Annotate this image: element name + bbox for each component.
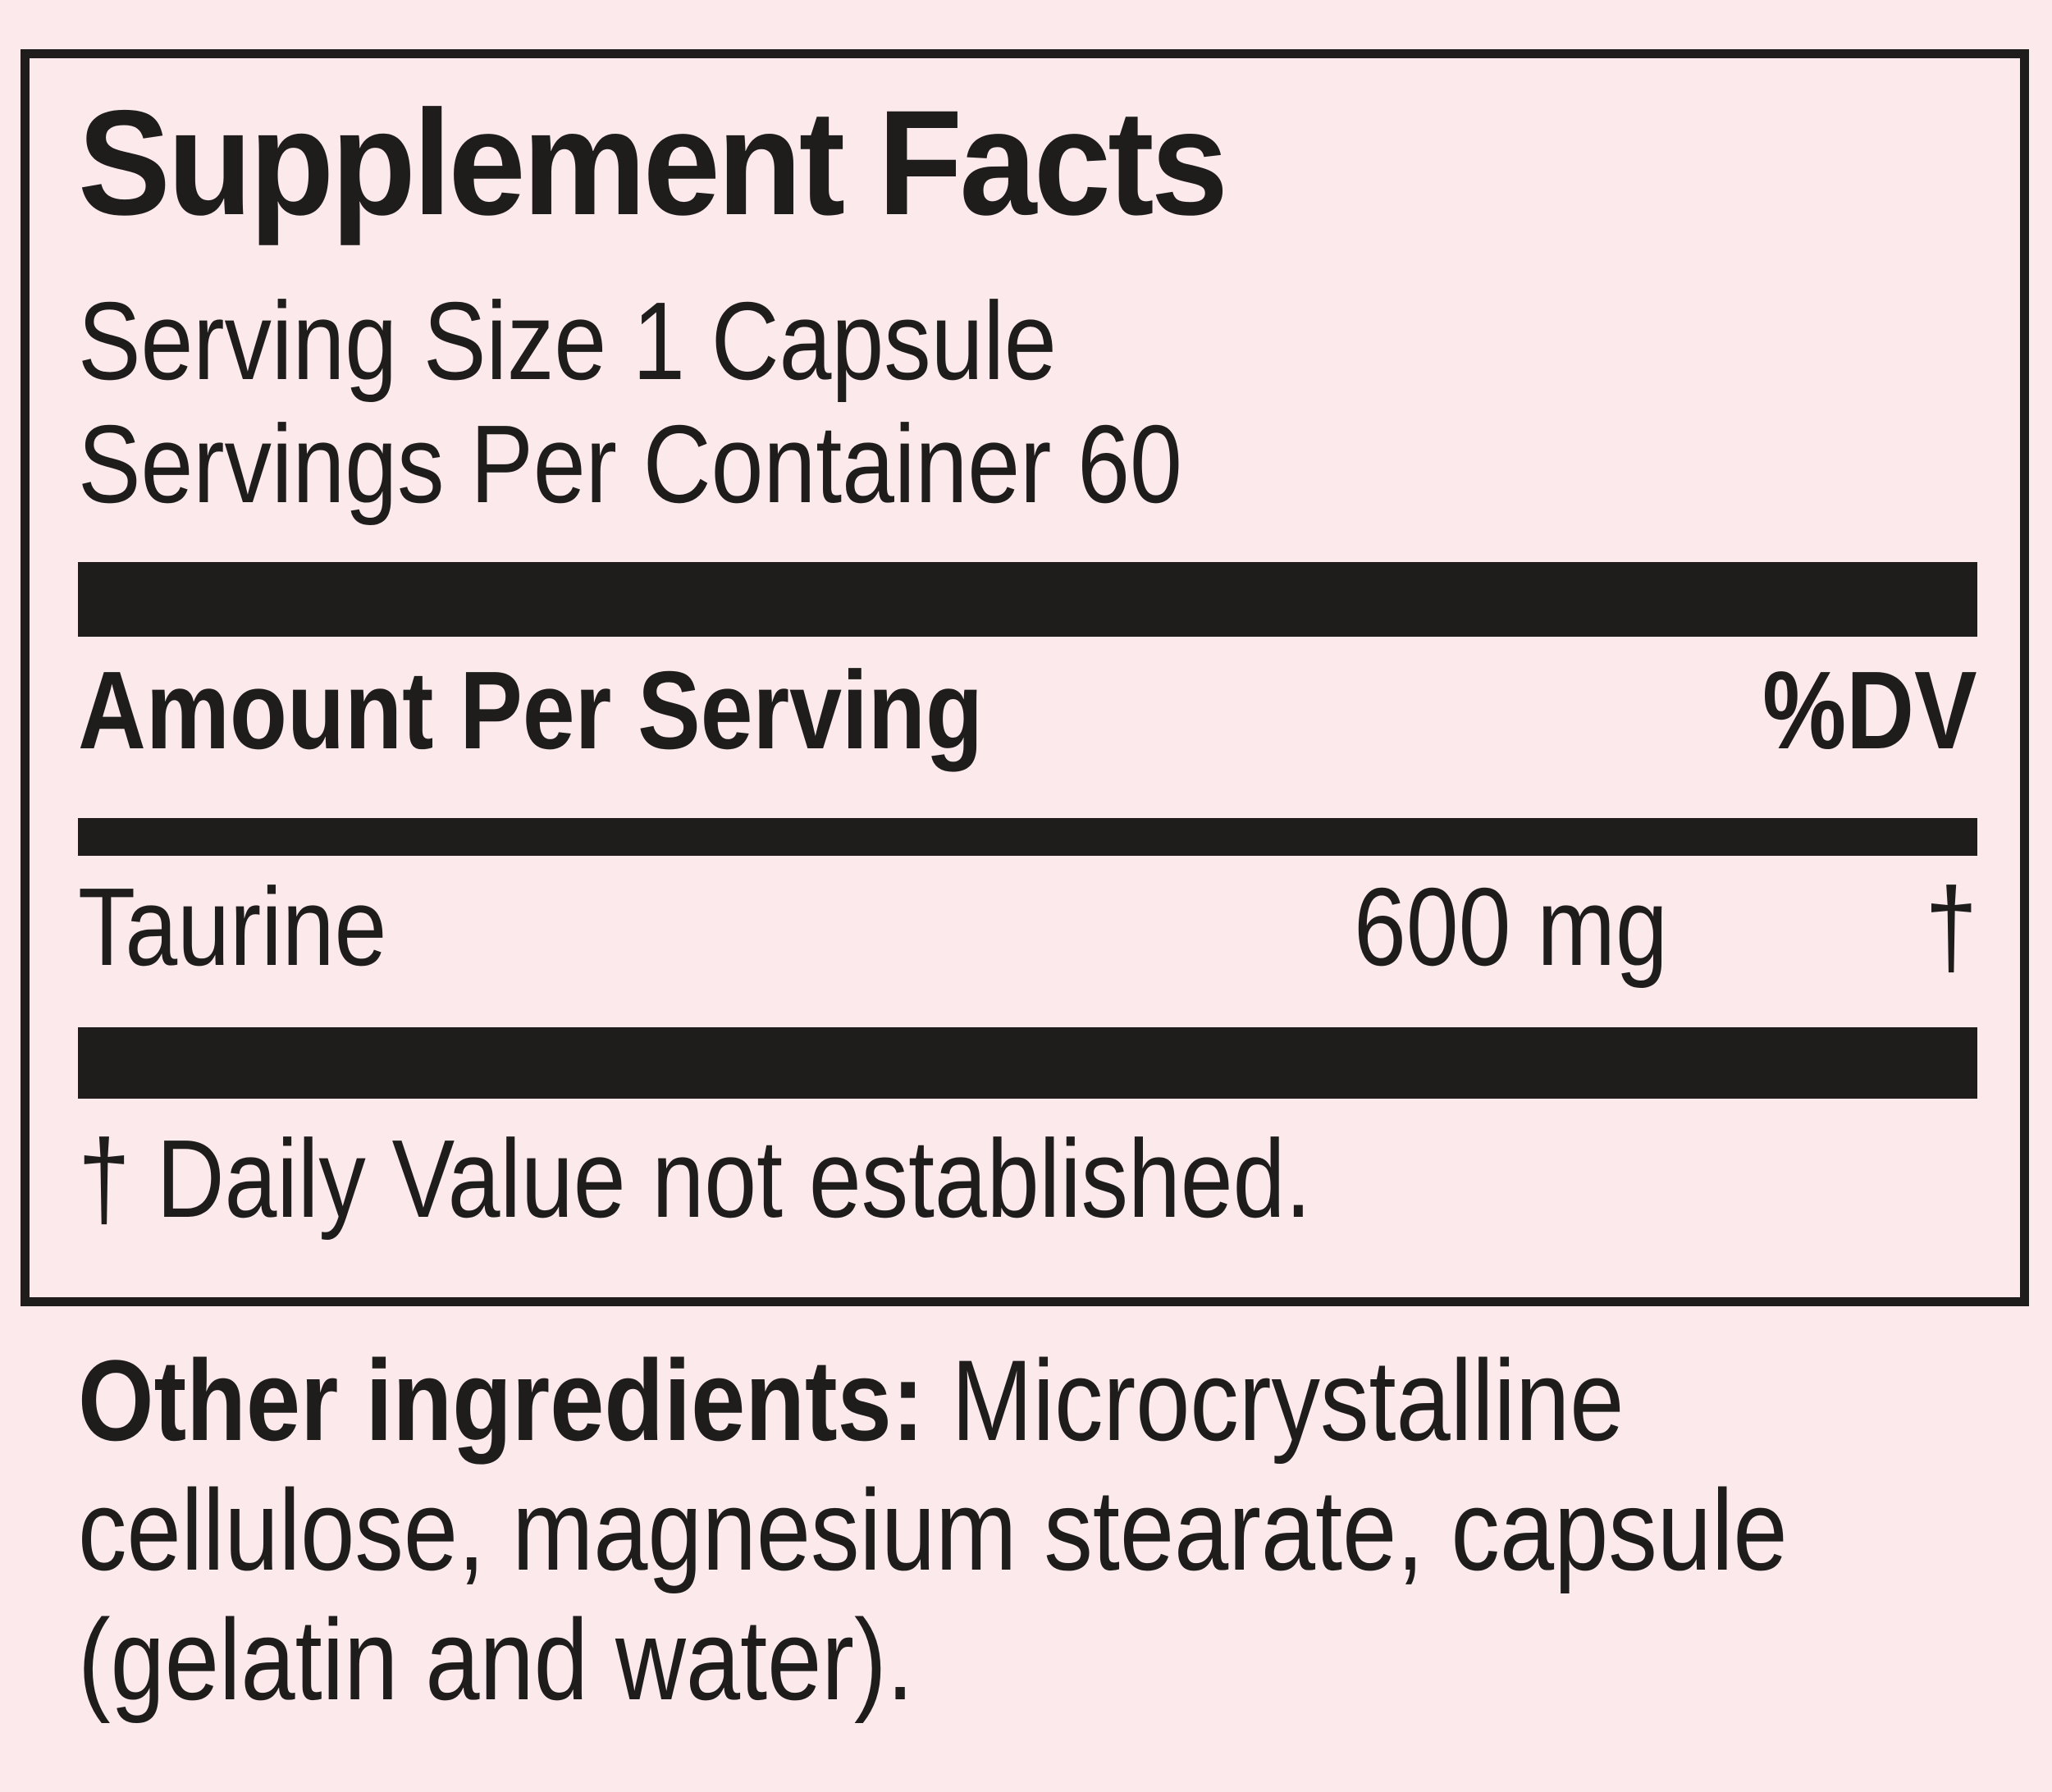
divider-bar-thick-top xyxy=(78,562,1977,637)
ingredient-name: Taurine xyxy=(78,865,387,989)
other-ingredients-label: Other ingredients: xyxy=(78,1336,925,1465)
other-ingredients-line-1-rest: Microcrystalline xyxy=(924,1336,1625,1465)
daily-value-footnote: † Daily Value not established. xyxy=(78,1117,1312,1241)
ingredient-amount: 600 mg xyxy=(1354,865,1668,989)
other-ingredients-line-2: cellulose, magnesium stearate, capsule xyxy=(78,1465,1788,1594)
divider-bar-thin xyxy=(78,818,1977,856)
servings-per-container: Servings Per Container 60 xyxy=(78,402,1182,526)
amount-per-serving-header: Amount Per Serving xyxy=(78,648,984,772)
divider-bar-thick-bottom xyxy=(78,1027,1977,1099)
percent-dv-header: %DV xyxy=(1762,648,1977,772)
other-ingredients-paragraph: Other ingredients: Microcrystalline cell… xyxy=(78,1336,2052,1725)
other-ingredients-line-1: Other ingredients: Microcrystalline xyxy=(78,1336,1788,1465)
ingredient-dv-dagger: † xyxy=(1925,865,1977,989)
supplement-facts-panel xyxy=(21,49,2029,1306)
serving-info: Serving Size 1 Capsule Servings Per Cont… xyxy=(78,280,1377,526)
other-ingredients-line-3: (gelatin and water). xyxy=(78,1595,914,1724)
serving-size: Serving Size 1 Capsule xyxy=(78,279,1057,403)
panel-title: Supplement Facts xyxy=(78,79,1228,246)
